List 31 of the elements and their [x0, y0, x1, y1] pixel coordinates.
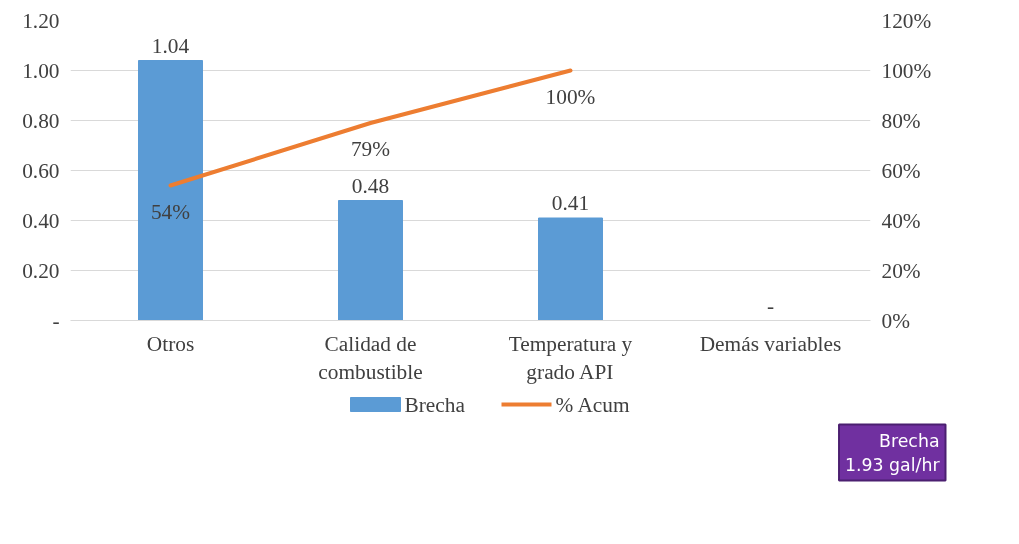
y-tick-label: 0.80	[22, 108, 60, 133]
legend-label: Brecha	[404, 392, 466, 417]
bar	[338, 200, 403, 321]
y2-tick-label: 100%	[881, 58, 932, 83]
data-label: -	[766, 293, 775, 318]
data-label: 79%	[350, 137, 391, 161]
x-tick-label: Demás variables	[699, 331, 842, 356]
y2-tick-label: 120%	[881, 8, 932, 33]
y-tick-label: 1.00	[22, 58, 60, 83]
data-label: 54%	[150, 199, 191, 224]
bar	[538, 217, 603, 321]
data-label: 100%	[545, 84, 596, 109]
legend-label: % Acum	[555, 392, 630, 417]
data-label: 0.41	[551, 191, 590, 215]
x-tick-label: Calidad de combustible	[318, 331, 423, 385]
data-label: 1.04	[151, 33, 190, 58]
y-tick-label: 0.20	[22, 258, 60, 283]
y2-tick-label: 0%	[881, 308, 911, 333]
y2-tick-label: 40%	[881, 208, 921, 233]
y-tick-label: 0.40	[22, 208, 60, 233]
x-tick-label: Temperatura y grado API	[508, 331, 633, 385]
bar	[138, 60, 203, 321]
text: Brecha 1.93 gal/hr	[845, 430, 941, 475]
y-tick-label: 0.60	[22, 158, 60, 183]
y2-tick-label: 20%	[881, 258, 921, 283]
y-tick-label: -	[52, 308, 60, 333]
y2-tick-label: 80%	[881, 108, 921, 133]
x-tick-label: Otros	[146, 331, 195, 356]
y2-tick-label: 60%	[881, 158, 921, 183]
y-tick-label: 1.20	[22, 8, 60, 33]
data-label: 0.48	[351, 173, 390, 198]
